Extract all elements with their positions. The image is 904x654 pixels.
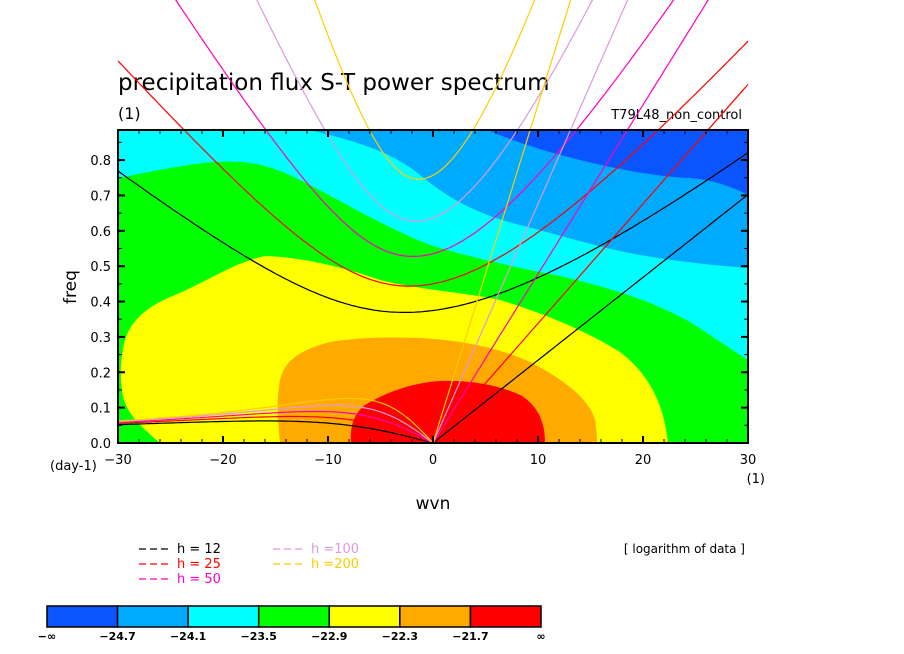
colorbar-segment xyxy=(257,605,331,628)
y-tick-label: 0.6 xyxy=(90,225,111,240)
colorbar-label: ∞ xyxy=(536,630,545,643)
y-tick-label: 0.0 xyxy=(90,437,111,452)
dispersion-curve-er-h12 xyxy=(117,420,434,444)
x-units: (1) xyxy=(747,472,765,487)
legend-item: h = 50 xyxy=(139,572,221,587)
dispersion-curve-ig-h12 xyxy=(117,152,749,313)
x-tick-label: −20 xyxy=(209,453,236,468)
y-tick-label: 0.5 xyxy=(90,260,111,275)
dispersion-curve-er-h200 xyxy=(117,397,434,444)
colorbar-label: −24.7 xyxy=(99,630,135,643)
data-note: [ logarithm of data ] xyxy=(624,542,745,556)
colorbar-segment xyxy=(328,605,401,628)
x-tick-labels: −30 −20 −10 0 10 20 30 xyxy=(104,453,756,468)
dispersion-curve-kelvin-h12 xyxy=(432,194,749,444)
dispersion-curve-kelvin-h100 xyxy=(432,0,629,444)
legend-item: h = 12 xyxy=(139,542,221,557)
legend-item: h =100 xyxy=(273,542,359,557)
legend-label: h =200 xyxy=(311,557,359,572)
y-tick-label: 0.7 xyxy=(90,189,111,204)
colorbar-label: −∞ xyxy=(38,630,56,643)
run-label: T79L48_non_control xyxy=(610,108,742,123)
dispersion-curve-kelvin-h25 xyxy=(432,84,749,444)
contour-fill-darkblue xyxy=(488,130,748,195)
x-tick-label: −30 xyxy=(104,453,131,468)
x-tick-label: 0 xyxy=(429,453,437,468)
colorbar-segment xyxy=(399,605,472,628)
dispersion-curve-ig-h25 xyxy=(117,40,749,287)
legend-label: h = 50 xyxy=(177,572,221,587)
dispersion-curve-er-h25 xyxy=(117,415,434,444)
colorbar-segment xyxy=(469,605,542,628)
dispersion-curve-kelvin-h200 xyxy=(432,0,572,444)
colorbar-label: −21.7 xyxy=(452,630,488,643)
x-tick-label: −10 xyxy=(314,453,341,468)
colorbar-segment xyxy=(46,605,119,628)
legend-item: h =200 xyxy=(273,557,359,572)
colorbar-label: −23.5 xyxy=(241,630,277,643)
y-tick-labels: 0.0 0.1 0.2 0.3 0.4 0.5 0.6 0.7 0.8 xyxy=(90,154,111,452)
x-tick-label: 20 xyxy=(635,453,652,468)
axis-ticks xyxy=(117,130,749,444)
chart-title: precipitation flux S-T power spectrum xyxy=(118,70,550,96)
y-units: (day-1) xyxy=(50,459,97,474)
x-tick-label: 30 xyxy=(740,453,757,468)
contour-fills xyxy=(118,130,748,443)
colorbar-segment xyxy=(116,605,189,628)
dispersion-curve-ig-h50 xyxy=(175,0,675,257)
legend-item: h = 25 xyxy=(139,557,221,572)
colorbar-label: −22.3 xyxy=(382,630,418,643)
y-tick-label: 0.1 xyxy=(90,402,111,417)
contour-fill-red xyxy=(350,380,545,443)
legend-label: h = 12 xyxy=(177,542,221,557)
dispersion-curve-er-h50 xyxy=(117,410,434,444)
y-tick-label: 0.2 xyxy=(90,366,111,381)
colorbar-label: −22.9 xyxy=(311,630,347,643)
colorbar: −∞ −24.7 −24.1 −23.5 −22.9 −22.3 −21.7 ∞ xyxy=(38,605,546,643)
y-tick-label: 0.8 xyxy=(90,154,111,169)
dispersion-curve-ig-h100 xyxy=(256,0,594,222)
legend-label: h = 25 xyxy=(177,557,221,572)
y-tick-label: 0.3 xyxy=(90,331,111,346)
dispersion-curve-ig-h200 xyxy=(314,0,536,180)
y-axis-label: freq xyxy=(61,270,81,304)
colorbar-label: −24.1 xyxy=(170,630,206,643)
legend-label: h =100 xyxy=(311,542,359,557)
colorbar-segment xyxy=(187,605,260,628)
x-tick-label: 10 xyxy=(530,453,547,468)
dispersion-curve-kelvin-h50 xyxy=(432,0,709,444)
dispersion-curves xyxy=(117,0,749,444)
title-units: (1) xyxy=(118,104,141,123)
y-tick-label: 0.4 xyxy=(90,296,111,311)
x-axis-label: wvn xyxy=(416,494,451,514)
dispersion-curve-er-h100 xyxy=(117,404,434,444)
